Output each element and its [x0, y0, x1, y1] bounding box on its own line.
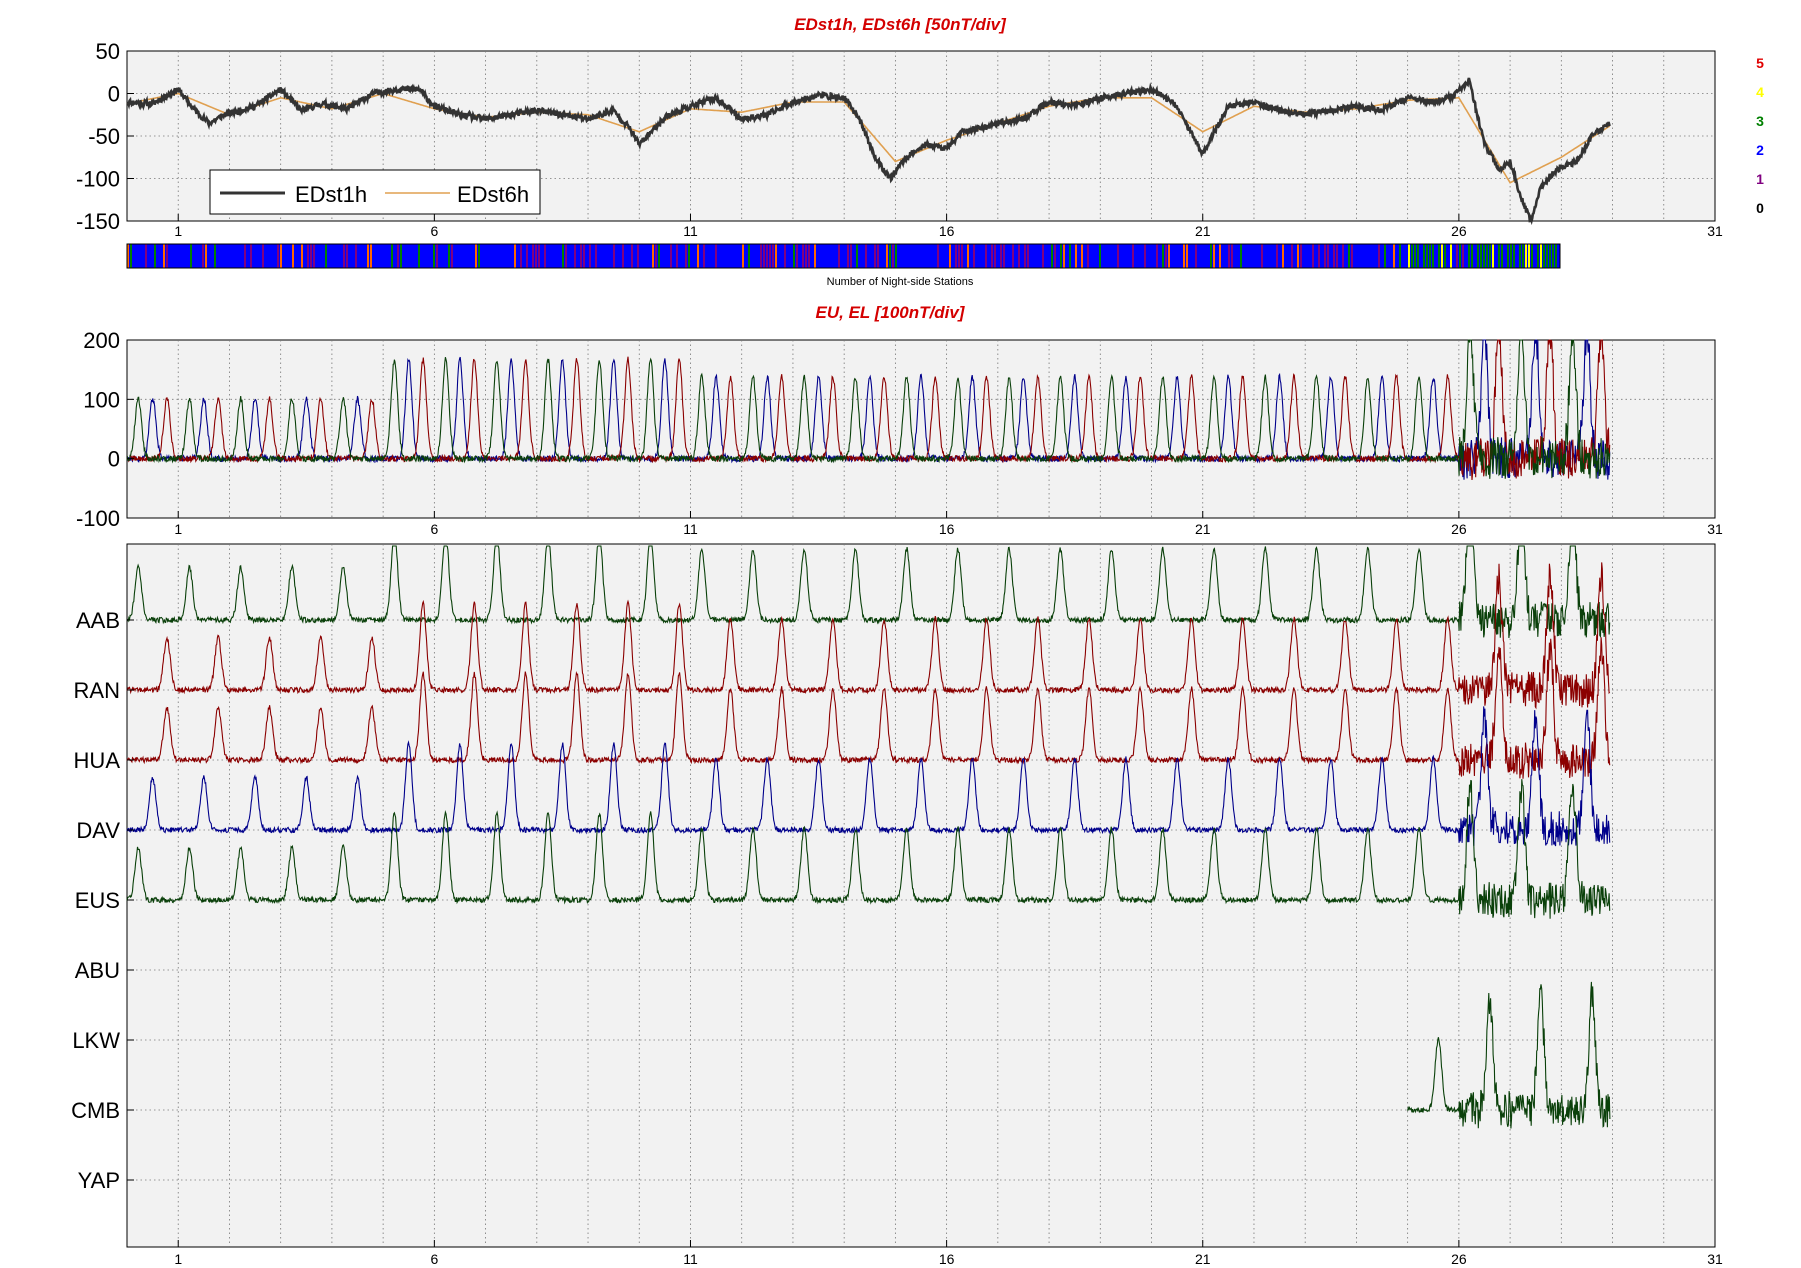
panel1-y-ticks: 50 0 -50 -100 -150	[76, 39, 134, 234]
colorbar-label: 1	[1756, 171, 1764, 187]
series-line-edst1h	[126, 77, 1611, 226]
station-label: ABU	[75, 958, 120, 983]
panel3-x-ticks: 1 6 11 16 21 26 31	[174, 1240, 1723, 1267]
x-tick-label: 16	[939, 223, 955, 239]
station-label: CMB	[71, 1098, 120, 1123]
station-label: RAN	[74, 678, 120, 703]
panel2-y-ticks: 200 100 0 -100	[76, 328, 134, 531]
y-tick-label: -150	[76, 209, 120, 234]
y-tick-label: 0	[108, 82, 120, 107]
x-tick-label: 21	[1195, 521, 1211, 537]
panel3-series	[126, 545, 1611, 1129]
colorbar-label: 2	[1756, 142, 1764, 158]
panel1-x-ticks: 1 6 11 16 21 26 31	[174, 214, 1723, 239]
x-tick-label: 26	[1451, 223, 1467, 239]
station-series-line	[1407, 981, 1611, 1129]
nightside-label: Number of Night-side Stations	[827, 276, 974, 288]
x-tick-label: 1	[174, 521, 182, 537]
nightside-strip-segments	[127, 244, 1557, 268]
colorbar-labels: 5 4 3 2 1 0	[1756, 55, 1764, 216]
nightside-stations-strip	[127, 244, 1560, 268]
legend-label-edst6h: EDst6h	[457, 182, 529, 207]
station-series-line	[126, 706, 1611, 847]
x-tick-label: 31	[1707, 1251, 1723, 1267]
x-tick-label: 11	[683, 1251, 698, 1267]
eu-el-series-line	[126, 339, 1611, 479]
panel2-x-ticks: 1 6 11 16 21 26 31	[174, 511, 1723, 537]
panel2-title: EU, EL [100nT/div]	[816, 303, 966, 322]
y-tick-label: 50	[96, 39, 120, 64]
station-series-line	[126, 562, 1611, 710]
x-tick-label: 21	[1195, 223, 1211, 239]
y-tick-label: 200	[83, 328, 120, 353]
x-tick-label: 16	[939, 1251, 955, 1267]
x-tick-label: 6	[430, 1251, 438, 1267]
colorbar-label: 4	[1756, 84, 1764, 100]
station-label: LKW	[72, 1028, 120, 1053]
station-label: DAV	[76, 818, 120, 843]
eu-el-series-line	[126, 339, 1611, 481]
y-tick-label: -100	[76, 167, 120, 192]
x-tick-label: 1	[174, 1251, 182, 1267]
station-label: HUA	[74, 748, 121, 773]
x-tick-label: 21	[1195, 1251, 1211, 1267]
x-tick-label: 26	[1451, 521, 1467, 537]
y-tick-label: 0	[108, 447, 120, 472]
x-tick-label: 31	[1707, 223, 1723, 239]
y-tick-label: -100	[76, 506, 120, 531]
panel3-station-labels: AAB RAN HUA DAV EUS ABU LKW CMB YAP	[71, 608, 134, 1193]
colorbar-label: 0	[1756, 200, 1764, 216]
x-tick-label: 6	[430, 521, 438, 537]
x-tick-label: 6	[430, 223, 438, 239]
panel2-series	[126, 339, 1611, 481]
x-tick-label: 31	[1707, 521, 1723, 537]
station-series-line	[126, 545, 1611, 639]
y-tick-label: -50	[88, 124, 120, 149]
y-tick-label: 100	[83, 387, 120, 412]
x-tick-label: 11	[683, 223, 698, 239]
station-series-line	[126, 637, 1611, 779]
panel1-grid	[127, 51, 1715, 221]
station-label: EUS	[75, 888, 120, 913]
panel1-title: EDst1h, EDst6h [50nT/div]	[794, 15, 1007, 34]
x-tick-label: 26	[1451, 1251, 1467, 1267]
x-tick-label: 16	[939, 521, 955, 537]
panel2-plot-area	[126, 339, 1716, 519]
station-label: AAB	[76, 608, 120, 633]
colorbar-label: 5	[1756, 55, 1764, 71]
legend-label-edst1h: EDst1h	[295, 182, 367, 207]
station-label: YAP	[78, 1168, 120, 1193]
panel1-series	[126, 77, 1611, 226]
x-tick-label: 11	[683, 521, 698, 537]
legend: EDst1h EDst6h	[209, 169, 541, 215]
panel3-plot-area	[126, 543, 1716, 1248]
colorbar-label: 3	[1756, 113, 1764, 129]
station-series-line	[126, 779, 1611, 919]
x-tick-label: 1	[174, 223, 182, 239]
